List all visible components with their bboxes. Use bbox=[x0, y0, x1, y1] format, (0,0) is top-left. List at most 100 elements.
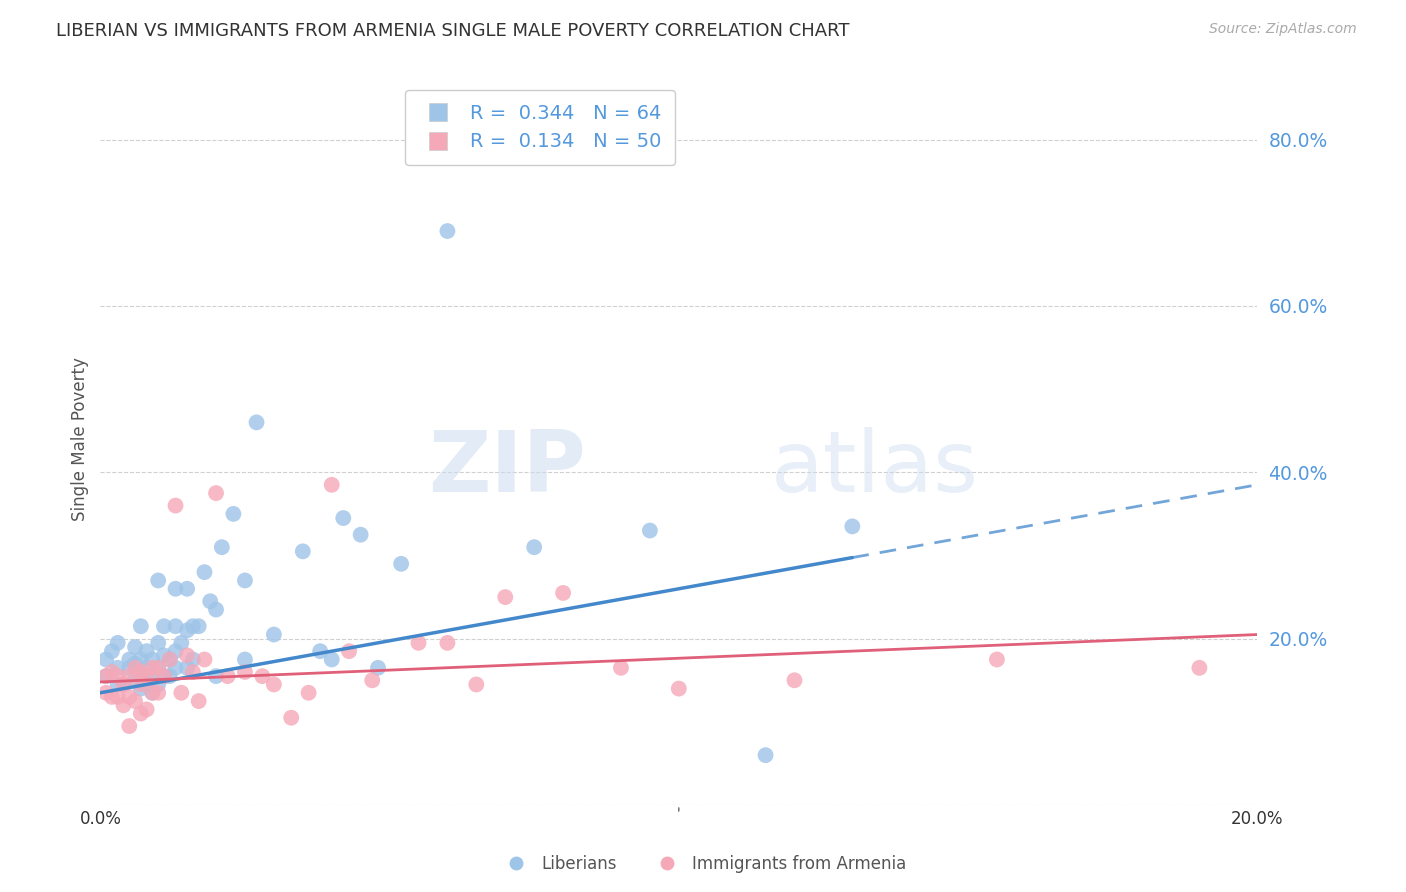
Point bbox=[107, 661, 129, 675]
Point bbox=[129, 706, 152, 721]
Point bbox=[176, 648, 198, 663]
Point bbox=[107, 669, 129, 683]
Point bbox=[129, 619, 152, 633]
Point bbox=[148, 661, 170, 675]
Point bbox=[297, 686, 319, 700]
Point bbox=[263, 627, 285, 641]
Point bbox=[165, 661, 187, 675]
Point bbox=[638, 524, 661, 538]
Point bbox=[135, 702, 157, 716]
Point bbox=[153, 619, 176, 633]
Point bbox=[94, 669, 117, 683]
Point bbox=[129, 652, 152, 666]
Point bbox=[107, 636, 129, 650]
Point bbox=[181, 652, 204, 666]
Point bbox=[101, 665, 124, 679]
Point bbox=[135, 644, 157, 658]
Point bbox=[135, 669, 157, 683]
Point bbox=[129, 681, 152, 696]
Point bbox=[159, 652, 181, 666]
Point bbox=[165, 499, 187, 513]
Point bbox=[436, 224, 458, 238]
Point bbox=[176, 582, 198, 596]
Point bbox=[436, 636, 458, 650]
Point bbox=[153, 669, 176, 683]
Point bbox=[233, 665, 256, 679]
Point bbox=[148, 661, 170, 675]
Point bbox=[523, 540, 546, 554]
Point bbox=[187, 694, 209, 708]
Point bbox=[141, 686, 163, 700]
Point bbox=[245, 416, 267, 430]
Point bbox=[309, 644, 332, 658]
Point bbox=[337, 644, 360, 658]
Point bbox=[200, 594, 222, 608]
Point bbox=[205, 486, 228, 500]
Point bbox=[94, 686, 117, 700]
Point bbox=[321, 652, 343, 666]
Point bbox=[367, 661, 389, 675]
Legend: Liberians, Immigrants from Armenia: Liberians, Immigrants from Armenia bbox=[494, 848, 912, 880]
Point bbox=[668, 681, 690, 696]
Point bbox=[129, 665, 152, 679]
Point bbox=[783, 673, 806, 688]
Point bbox=[263, 677, 285, 691]
Point bbox=[124, 657, 146, 671]
Point bbox=[135, 661, 157, 675]
Point bbox=[148, 677, 170, 691]
Point bbox=[332, 511, 354, 525]
Point bbox=[148, 686, 170, 700]
Point bbox=[129, 669, 152, 683]
Point bbox=[841, 519, 863, 533]
Point bbox=[112, 677, 135, 691]
Point bbox=[129, 677, 152, 691]
Point bbox=[176, 661, 198, 675]
Point bbox=[101, 644, 124, 658]
Y-axis label: Single Male Poverty: Single Male Poverty bbox=[72, 357, 89, 521]
Point bbox=[112, 677, 135, 691]
Point bbox=[101, 690, 124, 704]
Text: LIBERIAN VS IMMIGRANTS FROM ARMENIA SINGLE MALE POVERTY CORRELATION CHART: LIBERIAN VS IMMIGRANTS FROM ARMENIA SING… bbox=[56, 22, 849, 40]
Point bbox=[233, 652, 256, 666]
Point bbox=[176, 624, 198, 638]
Point bbox=[291, 544, 314, 558]
Point bbox=[153, 648, 176, 663]
Point bbox=[181, 619, 204, 633]
Point bbox=[321, 477, 343, 491]
Point bbox=[94, 669, 117, 683]
Point bbox=[233, 574, 256, 588]
Point bbox=[148, 574, 170, 588]
Point bbox=[141, 669, 163, 683]
Point bbox=[465, 677, 488, 691]
Text: ZIP: ZIP bbox=[429, 426, 586, 510]
Point bbox=[280, 711, 302, 725]
Point bbox=[754, 748, 776, 763]
Point bbox=[141, 652, 163, 666]
Point bbox=[118, 661, 141, 675]
Point bbox=[350, 527, 373, 541]
Point bbox=[153, 669, 176, 683]
Point bbox=[165, 644, 187, 658]
Point bbox=[94, 652, 117, 666]
Point bbox=[193, 652, 215, 666]
Point bbox=[141, 661, 163, 675]
Point bbox=[217, 669, 239, 683]
Point bbox=[107, 690, 129, 704]
Point bbox=[135, 677, 157, 691]
Point bbox=[124, 694, 146, 708]
Point bbox=[211, 540, 233, 554]
Legend: R =  0.344   N = 64, R =  0.134   N = 50: R = 0.344 N = 64, R = 0.134 N = 50 bbox=[405, 90, 675, 165]
Point bbox=[986, 652, 1008, 666]
Point bbox=[494, 590, 516, 604]
Point bbox=[408, 636, 430, 650]
Point bbox=[205, 602, 228, 616]
Point bbox=[553, 586, 575, 600]
Point bbox=[165, 619, 187, 633]
Point bbox=[193, 565, 215, 579]
Point bbox=[112, 698, 135, 713]
Point bbox=[107, 677, 129, 691]
Point bbox=[159, 669, 181, 683]
Point bbox=[148, 636, 170, 650]
Point bbox=[181, 665, 204, 679]
Point bbox=[124, 640, 146, 654]
